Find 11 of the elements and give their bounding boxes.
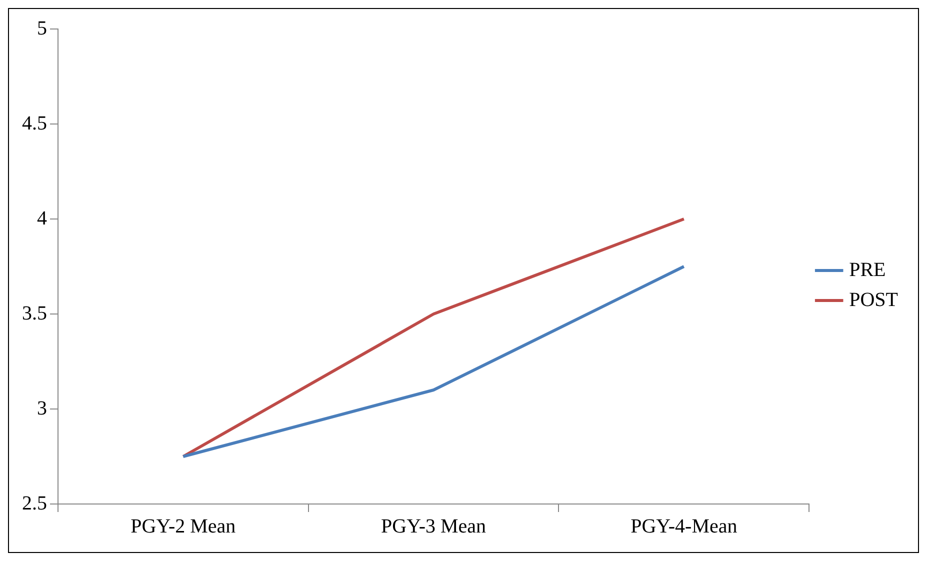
y-tick-label: 5	[37, 17, 47, 40]
y-tick-label: 3	[37, 397, 47, 420]
legend-label: POST	[849, 288, 898, 311]
x-tick-label: PGY-3 Mean	[381, 515, 486, 538]
x-tick-label: PGY-2 Mean	[130, 515, 236, 538]
y-tick-label: 2.5	[22, 492, 47, 514]
legend-label: PRE	[849, 258, 886, 281]
y-tick-label: 3.5	[22, 302, 47, 324]
y-tick-label: 4.5	[22, 112, 47, 134]
x-tick-label: PGY-4-Mean	[630, 515, 738, 538]
y-tick-label: 4	[37, 207, 47, 230]
